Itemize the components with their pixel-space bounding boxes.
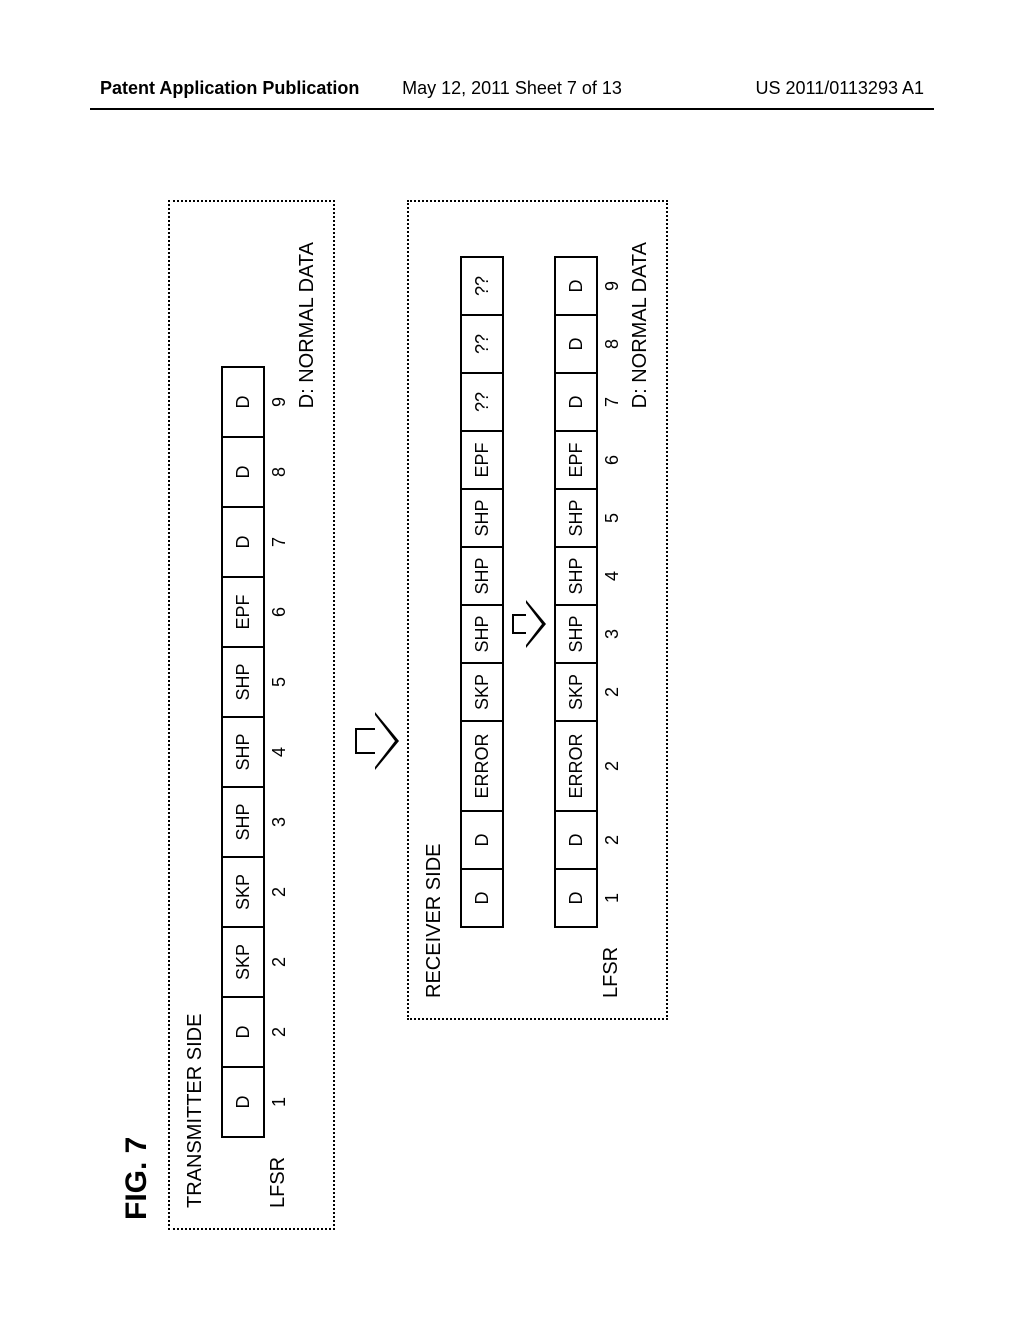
sequence-cell: D: [554, 256, 598, 316]
sequence-cell: D: [221, 996, 265, 1068]
lfsr-num: 6: [602, 430, 623, 490]
sequence-cell: SHP: [221, 646, 265, 718]
lfsr-num: 6: [269, 576, 290, 648]
lfsr-num: 5: [602, 488, 623, 548]
transmitter-box: TRANSMITTER SIDE DDSKPSKPSHPSHPSHPEPFDDD…: [168, 200, 335, 1230]
lfsr-num: 9: [269, 366, 290, 438]
lfsr-num: 8: [269, 436, 290, 508]
lfsr-num: 2: [602, 810, 623, 870]
legend-rx: D: NORMAL DATA: [629, 222, 652, 998]
sequence-cell: D: [221, 1066, 265, 1138]
lfsr-num: 2: [269, 856, 290, 928]
sequence-cell: D: [221, 506, 265, 578]
lfsr-num: 3: [269, 786, 290, 858]
sequence-cell: ERROR: [554, 720, 598, 812]
rx-after-block: DDERRORSKPSHPSHPSHPEPFDDD LFSR 122234567…: [554, 222, 623, 998]
lfsr-num: 7: [269, 506, 290, 578]
lfsr-label-tx: LFSR: [267, 1138, 290, 1208]
arrow-down-icon: [355, 712, 397, 770]
sequence-cell: EPF: [554, 430, 598, 490]
sequence-cell: ??: [460, 314, 504, 374]
sequence-cell: D: [554, 372, 598, 432]
lfsr-label-rx: LFSR: [600, 928, 623, 998]
rx-after-cells: DDERRORSKPSHPSHPSHPEPFDDD: [554, 256, 598, 928]
receiver-title: RECEIVER SIDE: [423, 222, 446, 998]
sequence-cell: SHP: [221, 786, 265, 858]
rx-after-row: DDERRORSKPSHPSHPSHPEPFDDD: [554, 222, 598, 998]
legend-tx: D: NORMAL DATA: [296, 222, 319, 1208]
rx-after-nums: 12223456789: [602, 256, 623, 928]
sequence-cell: SHP: [460, 488, 504, 548]
tx-nums: 12223456789: [269, 366, 290, 1138]
sequence-cell: SKP: [221, 856, 265, 928]
lfsr-num: 7: [602, 372, 623, 432]
page-header: Patent Application Publication May 12, 2…: [0, 78, 1024, 99]
sequence-cell: EPF: [460, 430, 504, 490]
sequence-cell: SHP: [221, 716, 265, 788]
sequence-cell: ERROR: [460, 720, 504, 812]
sequence-cell: EPF: [221, 576, 265, 648]
sequence-cell: ??: [460, 372, 504, 432]
sequence-cell: D: [554, 868, 598, 928]
lfsr-num: 4: [269, 716, 290, 788]
header-left: Patent Application Publication: [100, 78, 359, 99]
tx-lfsr-row: LFSR 12223456789: [267, 222, 290, 1208]
sequence-cell: ??: [460, 256, 504, 316]
figure-label: FIG. 7: [120, 170, 154, 1230]
rx-before-cells: DDERRORSKPSHPSHPSHPEPF??????: [460, 256, 504, 928]
sequence-cell: D: [554, 314, 598, 374]
arrow-down-small-icon: [512, 600, 546, 648]
lfsr-num: 2: [269, 996, 290, 1068]
sequence-cell: SHP: [554, 604, 598, 664]
sequence-cell: SKP: [460, 662, 504, 722]
lfsr-num: 2: [269, 926, 290, 998]
rx-before-block: DDERRORSKPSHPSHPSHPEPF??????: [460, 222, 504, 998]
rx-before-row: DDERRORSKPSHPSHPSHPEPF??????: [460, 222, 504, 998]
tx-sequence-row: DDSKPSKPSHPSHPSHPEPFDDD: [221, 222, 265, 1208]
header-rule: [90, 108, 934, 110]
rx-after-lfsr-row: LFSR 12223456789: [600, 222, 623, 998]
sequence-cell: D: [221, 366, 265, 438]
receiver-box: RECEIVER SIDE DDERRORSKPSHPSHPSHPEPF????…: [407, 200, 668, 1020]
sequence-cell: SHP: [554, 488, 598, 548]
lfsr-num: 4: [602, 546, 623, 606]
sequence-cell: SHP: [554, 546, 598, 606]
lfsr-num: 8: [602, 314, 623, 374]
tx-cells: DDSKPSKPSHPSHPSHPEPFDDD: [221, 366, 265, 1138]
sequence-cell: SKP: [221, 926, 265, 998]
sequence-cell: SKP: [554, 662, 598, 722]
sequence-cell: D: [554, 810, 598, 870]
sequence-cell: SHP: [460, 604, 504, 664]
lfsr-num: 3: [602, 604, 623, 664]
lfsr-num: 1: [269, 1066, 290, 1138]
transmitter-title: TRANSMITTER SIDE: [184, 222, 207, 1208]
sequence-cell: SHP: [460, 546, 504, 606]
sequence-cell: D: [460, 868, 504, 928]
figure-area: FIG. 7 TRANSMITTER SIDE DDSKPSKPSHPSHPSH…: [100, 150, 924, 1230]
lfsr-num: 1: [602, 868, 623, 928]
sequence-cell: D: [460, 810, 504, 870]
rotated-figure: FIG. 7 TRANSMITTER SIDE DDSKPSKPSHPSHPSH…: [120, 170, 880, 1230]
sequence-cell: D: [221, 436, 265, 508]
lfsr-num: 5: [269, 646, 290, 718]
header-center: May 12, 2011 Sheet 7 of 13: [402, 78, 622, 99]
lfsr-num: 9: [602, 256, 623, 316]
header-right: US 2011/0113293 A1: [756, 78, 924, 99]
lfsr-num: 2: [602, 720, 623, 812]
lfsr-num: 2: [602, 662, 623, 722]
